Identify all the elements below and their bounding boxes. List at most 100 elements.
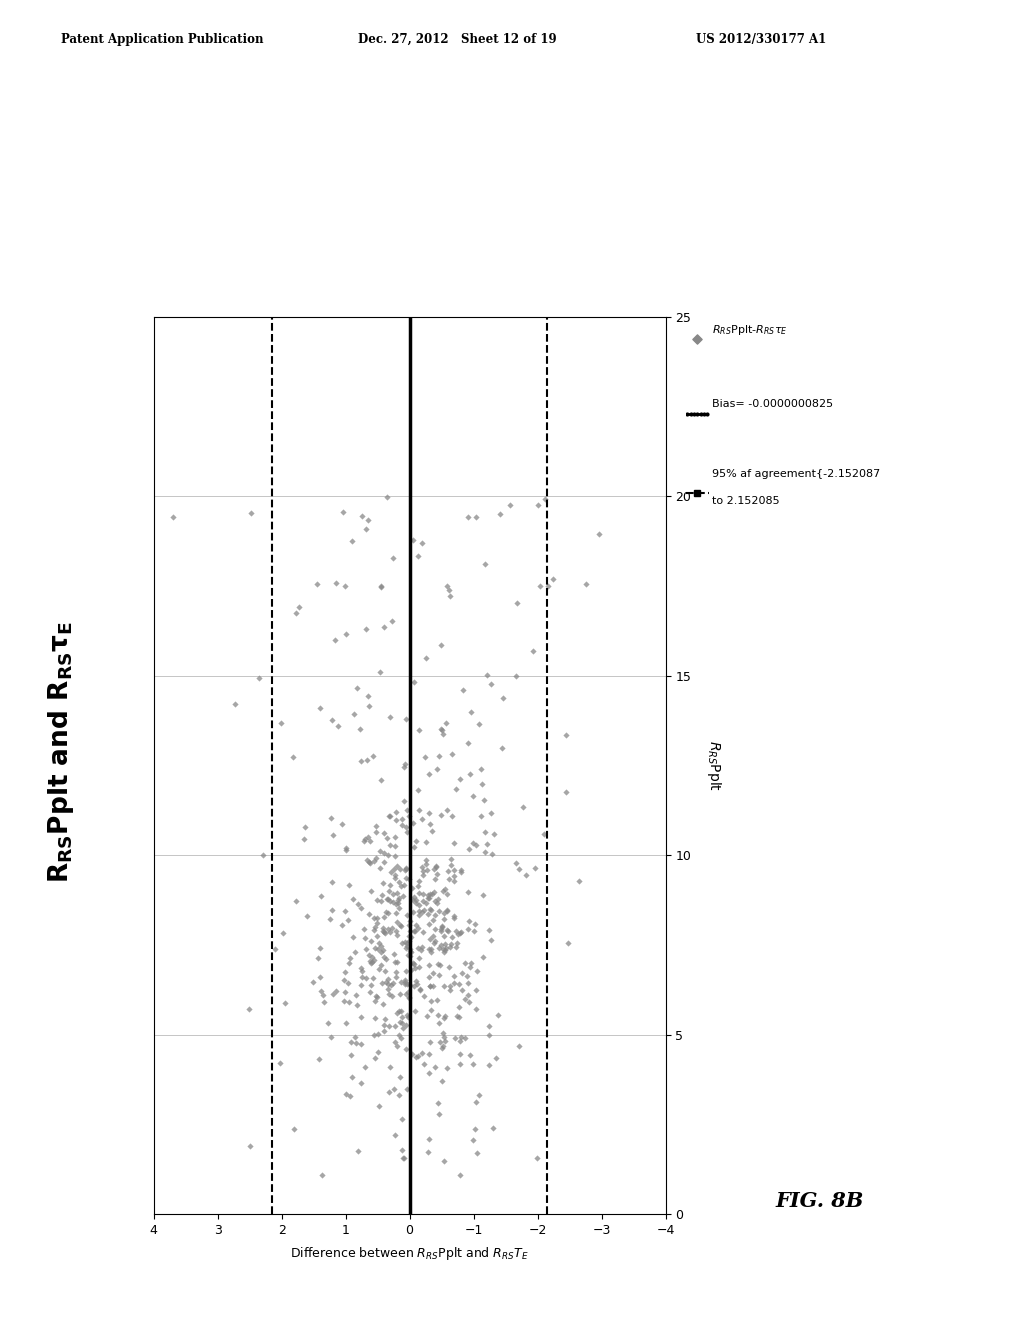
Point bbox=[401, 931, 418, 952]
Point bbox=[483, 929, 500, 950]
Point bbox=[465, 1053, 481, 1074]
Text: $R_{RS}$Pplt-$R_{RS}\tau_E$: $R_{RS}$Pplt-$R_{RS}\tau_E$ bbox=[712, 322, 787, 337]
Point bbox=[460, 507, 476, 528]
Point bbox=[403, 878, 420, 899]
Point bbox=[422, 898, 438, 919]
Point bbox=[375, 993, 391, 1014]
Point bbox=[439, 861, 456, 882]
Point bbox=[416, 985, 432, 1006]
Point bbox=[393, 972, 410, 993]
Point bbox=[368, 986, 384, 1007]
Point bbox=[479, 833, 496, 854]
Point bbox=[455, 680, 471, 701]
Point bbox=[468, 507, 484, 528]
Point bbox=[482, 673, 499, 694]
Point bbox=[358, 849, 375, 870]
Point bbox=[426, 904, 442, 925]
Point bbox=[462, 764, 478, 785]
Point bbox=[337, 576, 353, 597]
Point bbox=[392, 859, 409, 880]
Point bbox=[409, 915, 425, 936]
Point bbox=[397, 961, 414, 982]
Point bbox=[409, 1047, 425, 1068]
Point bbox=[391, 1001, 408, 1022]
Point bbox=[423, 899, 439, 920]
Point bbox=[431, 954, 447, 975]
Point bbox=[476, 822, 493, 843]
Point bbox=[471, 713, 487, 734]
Point bbox=[436, 1008, 453, 1030]
Point bbox=[389, 1036, 406, 1057]
Point bbox=[416, 1053, 432, 1074]
Point bbox=[445, 870, 462, 891]
Point bbox=[436, 908, 453, 929]
Point bbox=[446, 907, 463, 928]
Point bbox=[447, 937, 464, 958]
Point bbox=[422, 814, 438, 836]
Point bbox=[397, 709, 414, 730]
Point bbox=[414, 902, 430, 923]
Point bbox=[415, 921, 431, 942]
Point bbox=[385, 859, 401, 880]
Point bbox=[437, 1031, 454, 1052]
Point bbox=[404, 902, 421, 923]
Point bbox=[393, 1027, 410, 1048]
Point bbox=[479, 664, 496, 685]
Point bbox=[400, 945, 417, 966]
Point bbox=[435, 941, 452, 962]
Point bbox=[453, 1164, 469, 1185]
Point bbox=[524, 640, 541, 661]
Point bbox=[408, 970, 424, 991]
Point bbox=[328, 572, 344, 593]
Point bbox=[426, 891, 442, 912]
Point bbox=[387, 865, 403, 886]
Point bbox=[450, 1006, 466, 1027]
Point bbox=[419, 859, 435, 880]
Point bbox=[452, 974, 468, 995]
Point bbox=[558, 725, 574, 746]
Point bbox=[421, 1044, 437, 1065]
Point bbox=[425, 925, 441, 946]
Point bbox=[350, 894, 367, 915]
Point bbox=[484, 843, 501, 865]
Point bbox=[415, 936, 431, 957]
Point bbox=[343, 1031, 359, 1052]
Point bbox=[357, 968, 374, 989]
Point bbox=[412, 871, 428, 892]
Point bbox=[227, 693, 244, 714]
Point bbox=[431, 746, 447, 767]
Point bbox=[397, 983, 414, 1005]
Point bbox=[460, 882, 476, 903]
Point bbox=[358, 618, 375, 639]
Point bbox=[288, 890, 304, 911]
Point bbox=[361, 851, 378, 873]
Point bbox=[376, 616, 392, 638]
Point bbox=[243, 502, 259, 523]
Point bbox=[376, 822, 392, 843]
Point bbox=[392, 915, 409, 936]
Point bbox=[468, 979, 484, 1001]
Point bbox=[396, 969, 413, 990]
Point bbox=[441, 869, 458, 890]
Point bbox=[477, 553, 494, 574]
Point bbox=[451, 1007, 467, 1028]
Point bbox=[413, 940, 429, 961]
Point bbox=[387, 952, 403, 973]
Point bbox=[395, 874, 412, 895]
Point bbox=[394, 814, 411, 836]
Point bbox=[323, 1027, 339, 1048]
Point bbox=[445, 832, 462, 853]
Point bbox=[400, 925, 417, 946]
Point bbox=[382, 706, 398, 727]
Point bbox=[389, 1003, 406, 1024]
Point bbox=[438, 800, 455, 821]
Point bbox=[433, 917, 450, 939]
Point bbox=[502, 494, 518, 515]
Point bbox=[380, 888, 396, 909]
Point bbox=[484, 1118, 501, 1139]
Point bbox=[325, 709, 341, 730]
Point bbox=[371, 932, 387, 953]
Point bbox=[285, 747, 301, 768]
Point bbox=[266, 939, 283, 960]
Point bbox=[434, 723, 451, 744]
